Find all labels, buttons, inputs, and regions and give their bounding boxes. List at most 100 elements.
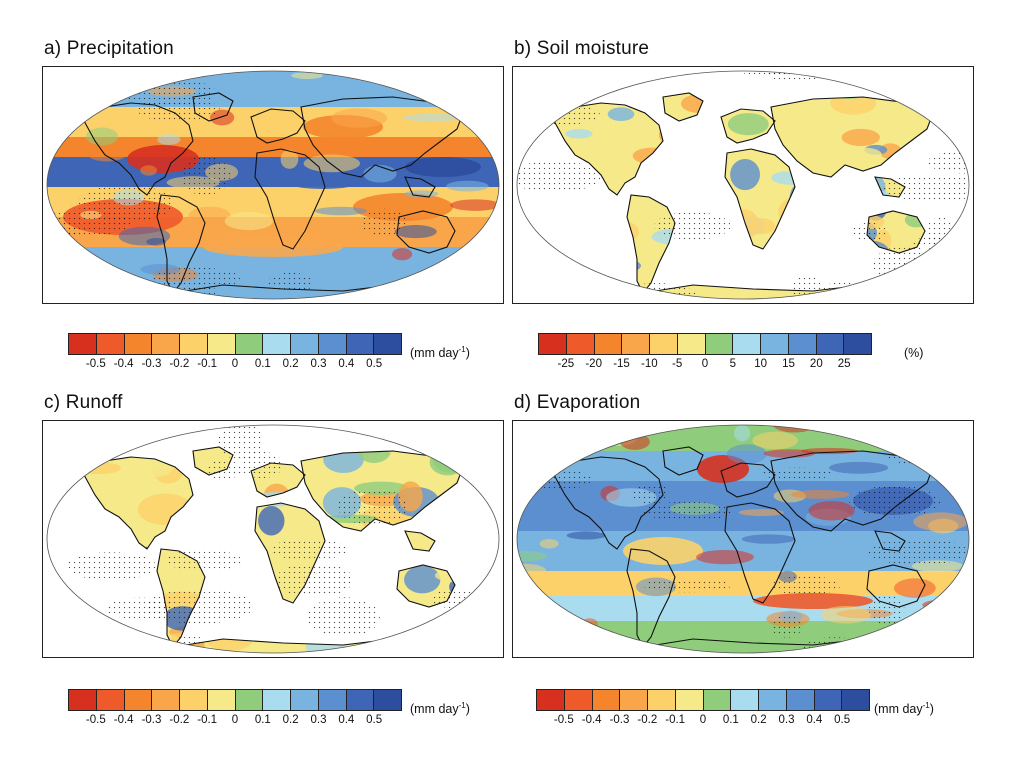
anomaly-speckle [539, 538, 559, 549]
colorbar-swatch [291, 334, 319, 354]
colorbar-tick-label: 25 [837, 358, 851, 370]
anomaly-speckle [146, 237, 167, 246]
colorbar-swatch [788, 334, 817, 354]
anomaly-speckle [517, 550, 547, 562]
colorbar-tick-label: 0.4 [806, 714, 823, 726]
map-panel-evaporation [512, 420, 974, 658]
north-america-landmass [552, 456, 664, 550]
anomaly-blob [404, 565, 441, 594]
colorbar-tick-label: 0.1 [254, 358, 271, 370]
colorbar-swatch [592, 690, 621, 710]
colorbar-swatch [235, 334, 264, 354]
colorbar-swatch [96, 334, 125, 354]
colorbar-tick-label: -0.4 [113, 358, 134, 370]
stipple-patch [267, 272, 314, 294]
stipple-patch [770, 576, 841, 595]
unit-end: ) [465, 702, 470, 717]
unit-exponent: -1 [458, 701, 466, 710]
south-america-landmass [156, 548, 206, 649]
colorbar-tick-label: -0.3 [141, 714, 162, 726]
colorbar-swatch [374, 334, 401, 354]
colorbar-tick-label: -0.4 [113, 714, 134, 726]
colorbar-tick-label: -0.5 [85, 714, 106, 726]
anomaly-speckle [446, 180, 489, 192]
europe-landmass [720, 108, 776, 144]
europe-landmass [720, 462, 776, 498]
anomaly-speckle [717, 636, 746, 653]
anomaly-blob [607, 107, 635, 122]
colorbar-tick-label: -0.3 [141, 358, 162, 370]
unit-base: (%) [904, 346, 924, 361]
anomaly-speckle [790, 490, 850, 499]
africa-landmass [724, 502, 796, 604]
colorbar-swatch [786, 690, 815, 710]
colorbar-ticks-soil-moisture: -25 -20 -15 -10 -5 0 5 10 15 20 25 [538, 358, 872, 374]
colorbar-tick-label: 0.1 [254, 714, 271, 726]
stipple-patch [360, 208, 407, 236]
colorbar-tick-label: 0.3 [310, 358, 327, 370]
north-america-landmass [552, 102, 664, 196]
colorbar-tick-label: 0.4 [338, 358, 355, 370]
colorbar-tick-label: 0.1 [722, 714, 739, 726]
unit-exponent: -1 [458, 345, 466, 354]
anomaly-blob [565, 129, 593, 139]
colorbar-swatch [705, 334, 734, 354]
colorbar-swatch [207, 334, 236, 354]
north-america-landmass [82, 456, 194, 550]
colorbar-swatch [622, 334, 650, 354]
anomaly-speckle [738, 508, 784, 517]
stipple-patch [269, 539, 349, 561]
stipple-patch [179, 155, 231, 196]
stipple-patch [275, 562, 354, 598]
stipple-patch [145, 589, 254, 624]
europe-landmass [250, 462, 306, 498]
unit-base: (mm day [874, 702, 923, 717]
unit-base: (mm day [410, 702, 459, 717]
maritime-continent-landmass [404, 530, 436, 552]
panel-title-soil-moisture: b) Soil moisture [514, 38, 650, 59]
stipple-patch [790, 275, 826, 299]
stipple-patch [654, 211, 731, 240]
anomaly-speckle [450, 199, 499, 211]
colorbar-swatch [96, 690, 125, 710]
map-projection-outline [516, 424, 970, 654]
colorbar-tick-label: 0.5 [366, 358, 383, 370]
colorbar-swatch [207, 690, 236, 710]
colorbar-tick-label: -0.3 [609, 714, 630, 726]
colorbar-tick-label: 10 [754, 358, 768, 370]
anomaly-speckle [913, 512, 968, 532]
colorbar-swatch [814, 690, 843, 710]
greenland-landmass [192, 92, 234, 122]
asia-landmass [300, 450, 464, 532]
north-america-landmass [82, 102, 194, 196]
colorbar-swatch [620, 690, 648, 710]
colorbar-tick-label: -25 [557, 358, 575, 370]
colorbar-tick-label: 0.2 [282, 358, 299, 370]
anomaly-speckle [87, 146, 127, 162]
stipple-patch [166, 549, 242, 572]
australia-landmass [396, 564, 456, 608]
colorbar-tick-label: -0.2 [169, 714, 190, 726]
colorbar-swatch [566, 334, 595, 354]
colorbar-swatch [731, 690, 759, 710]
colorbar-swatch [346, 690, 375, 710]
stipple-patch [868, 594, 905, 625]
colorbar-soil-moisture [538, 333, 872, 355]
stipple-patch [642, 578, 732, 593]
colorbar-tick-label: -0.1 [197, 358, 218, 370]
colorbar-swatch [346, 334, 375, 354]
anomaly-blob [841, 128, 880, 146]
colorbar-unit-precipitation: (mm day-1) [410, 345, 470, 360]
unit-exponent: -1 [922, 701, 930, 710]
colorbar-tick-label: -0.5 [85, 358, 106, 370]
anomaly-blob [258, 506, 285, 536]
anomaly-speckle [140, 165, 157, 176]
colorbar-swatch [69, 690, 97, 710]
colorbar-tick-label: 5 [729, 358, 737, 370]
anomaly-speckle [752, 431, 798, 450]
colorbar-unit-runoff: (mm day-1) [410, 701, 470, 716]
colorbar-tick-label: 0 [231, 358, 239, 370]
colorbar-ticks-runoff: -0.5 -0.4 -0.3 -0.2 -0.1 0 0.1 0.2 0.3 0.4 0.5 [68, 714, 402, 730]
africa-landmass [254, 502, 326, 604]
anomaly-speckle [157, 134, 181, 145]
